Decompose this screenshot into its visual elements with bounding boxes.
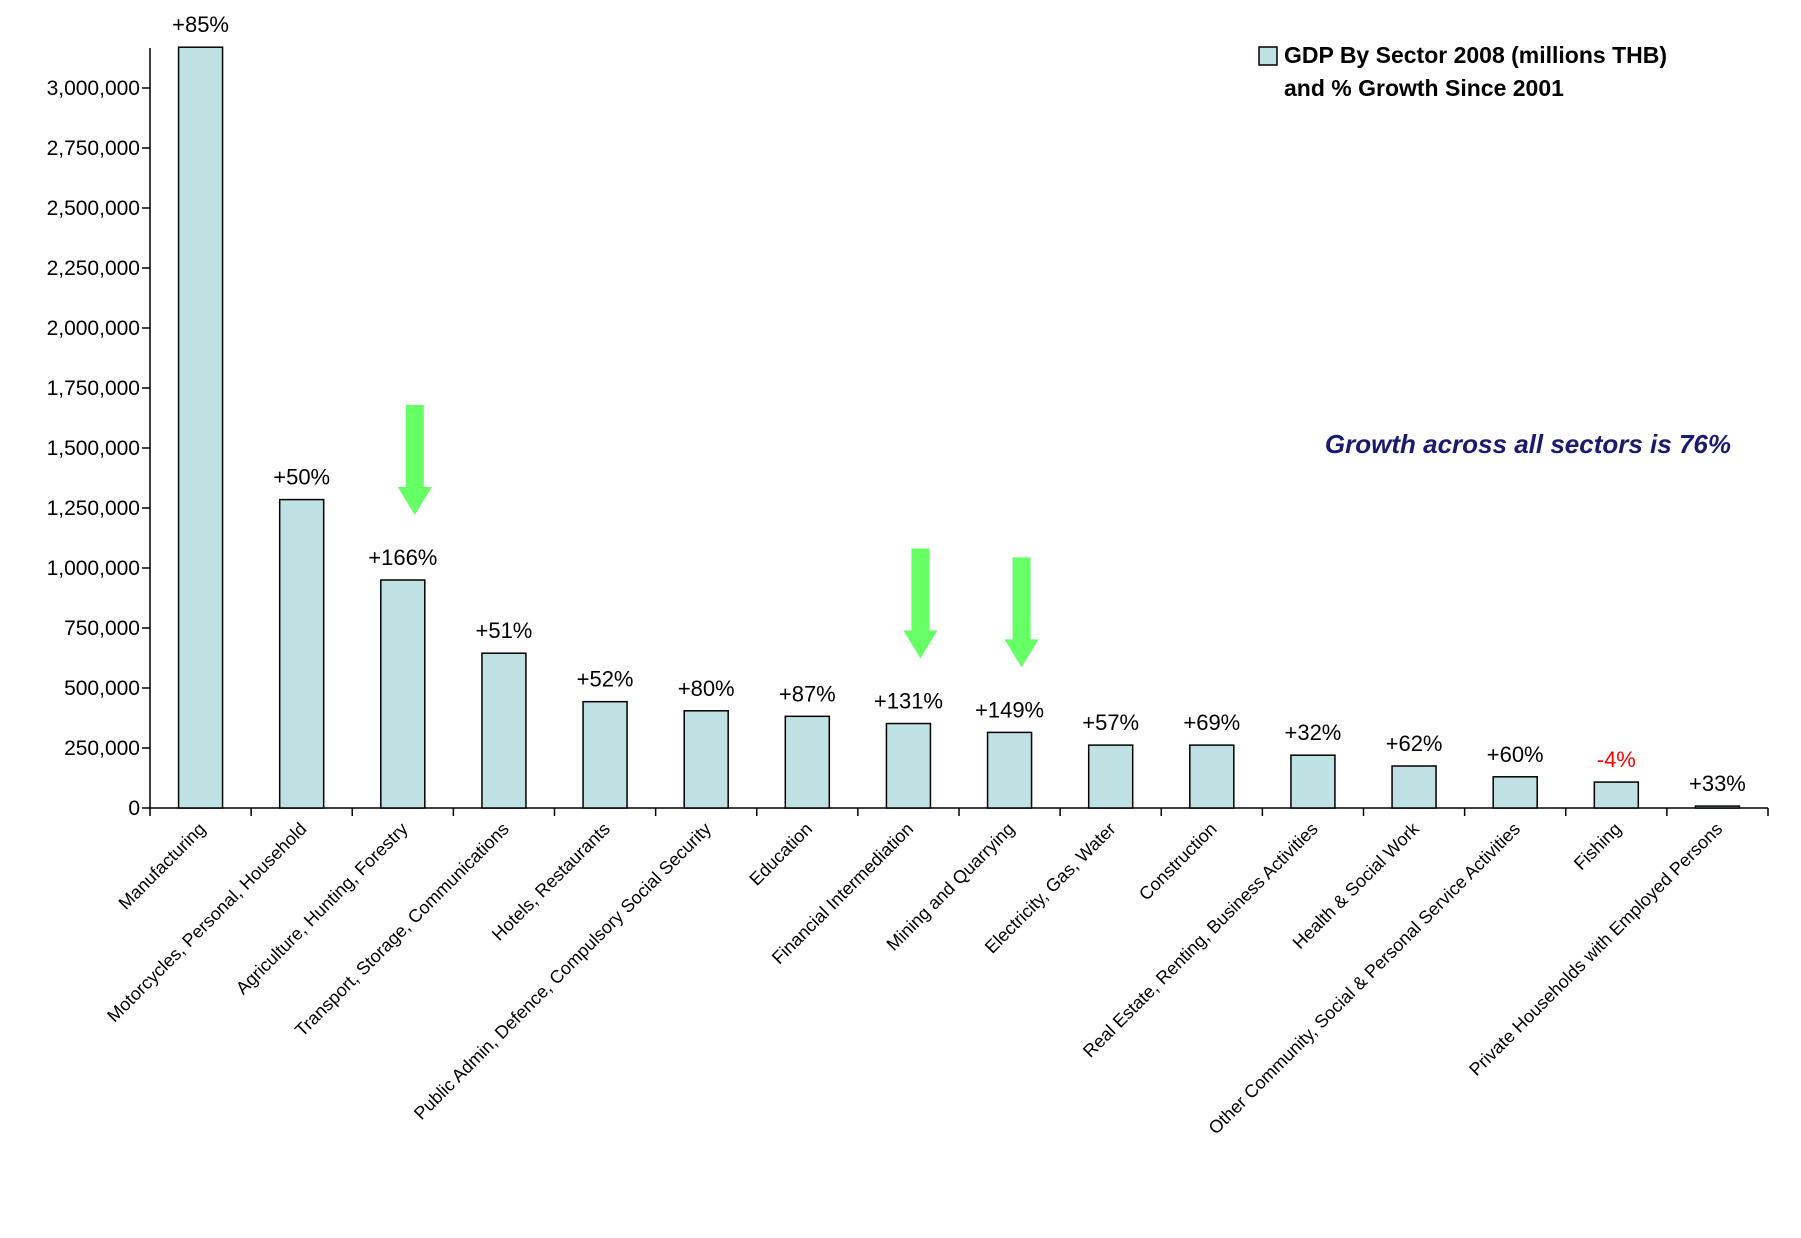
growth-label: -4% xyxy=(1597,747,1636,772)
bar xyxy=(885,722,932,809)
growth-label: +57% xyxy=(1082,710,1139,735)
growth-label: +85% xyxy=(172,12,229,37)
category-label: Fishing xyxy=(1570,819,1625,874)
y-tick-label: 750,000 xyxy=(64,617,140,640)
highlight-arrows xyxy=(397,405,1039,668)
data-labels: +85% +50% +166% +51% +52% +80% +87% +131% +149% +… xyxy=(172,12,1746,796)
bar xyxy=(1189,744,1235,809)
growth-label: +33% xyxy=(1689,771,1746,796)
y-tick-label: 2,250,000 xyxy=(47,257,140,280)
growth-label: +50% xyxy=(273,465,330,490)
category-label: Education xyxy=(745,819,816,890)
legend: GDP By Sector 2008 (millions THB) and % … xyxy=(1258,42,1667,101)
growth-label: +62% xyxy=(1386,731,1443,756)
y-tick-label: 2,750,000 xyxy=(47,137,140,160)
growth-label: +87% xyxy=(779,681,836,706)
legend-swatch xyxy=(1258,46,1278,66)
bar xyxy=(1492,776,1538,809)
bar xyxy=(683,710,729,809)
legend-line-2: and % Growth Since 2001 xyxy=(1284,75,1564,101)
y-tick-label: 500,000 xyxy=(64,677,140,700)
y-tick-label: 1,250,000 xyxy=(47,497,140,520)
category-label: Agriculture, Hunting, Forestry xyxy=(232,819,412,999)
bars xyxy=(177,46,1741,809)
category-label: Manufacturing xyxy=(115,819,210,914)
y-tick-label: 2,500,000 xyxy=(47,197,140,220)
growth-label: +80% xyxy=(678,676,735,701)
y-tick-label: 1,000,000 xyxy=(47,557,140,580)
growth-annotation: Growth across all sectors is 76% xyxy=(1325,429,1731,459)
y-axis-ticks: 0 250,000 500,000 750,000 1,000,000 1,250,000… xyxy=(47,77,150,820)
growth-label: +32% xyxy=(1284,720,1341,745)
y-tick-label: 0 xyxy=(128,797,140,820)
bar xyxy=(481,652,527,809)
bar xyxy=(1593,781,1640,809)
growth-label: +69% xyxy=(1183,710,1240,735)
bar xyxy=(784,715,831,809)
growth-label: +166% xyxy=(368,545,437,570)
category-label: Real Estate, Renting, Business Activitie… xyxy=(1079,819,1322,1062)
legend-line-1: GDP By Sector 2008 (millions THB) xyxy=(1284,42,1667,68)
bar xyxy=(986,731,1033,809)
growth-label: +149% xyxy=(975,697,1044,722)
bar xyxy=(582,700,628,809)
highlight-arrow-icon xyxy=(1004,557,1039,668)
growth-label: +131% xyxy=(874,689,943,714)
category-label: Construction xyxy=(1135,819,1221,905)
bar xyxy=(1694,805,1741,809)
highlight-arrow-icon xyxy=(397,405,432,515)
bar xyxy=(1290,754,1336,809)
bar xyxy=(177,46,224,809)
category-label: Motorcycles, Personal, Household xyxy=(103,819,310,1026)
highlight-arrow-icon xyxy=(903,548,938,659)
growth-label: +51% xyxy=(475,618,532,643)
category-label: Transport, Storage, Communications xyxy=(291,819,513,1041)
bar xyxy=(1087,744,1134,809)
bar xyxy=(380,579,426,809)
growth-label: +52% xyxy=(577,667,634,692)
growth-label: +60% xyxy=(1487,742,1544,767)
y-tick-label: 2,000,000 xyxy=(47,317,140,340)
y-tick-label: 250,000 xyxy=(64,737,140,760)
y-tick-label: 1,750,000 xyxy=(47,377,140,400)
bar xyxy=(278,498,325,809)
y-tick-label: 1,500,000 xyxy=(47,437,140,460)
bar xyxy=(1391,765,1437,809)
y-tick-label: 3,000,000 xyxy=(47,77,140,100)
